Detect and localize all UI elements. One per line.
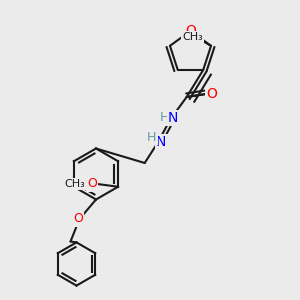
Text: O: O (87, 177, 97, 190)
Text: H: H (160, 112, 170, 124)
Text: H: H (147, 131, 156, 144)
Text: N: N (168, 111, 178, 125)
Text: O: O (185, 24, 196, 38)
Text: N: N (156, 135, 166, 149)
Text: O: O (73, 212, 83, 226)
Text: O: O (206, 87, 217, 101)
Text: CH₃: CH₃ (182, 32, 203, 42)
Text: CH₃: CH₃ (64, 179, 85, 189)
